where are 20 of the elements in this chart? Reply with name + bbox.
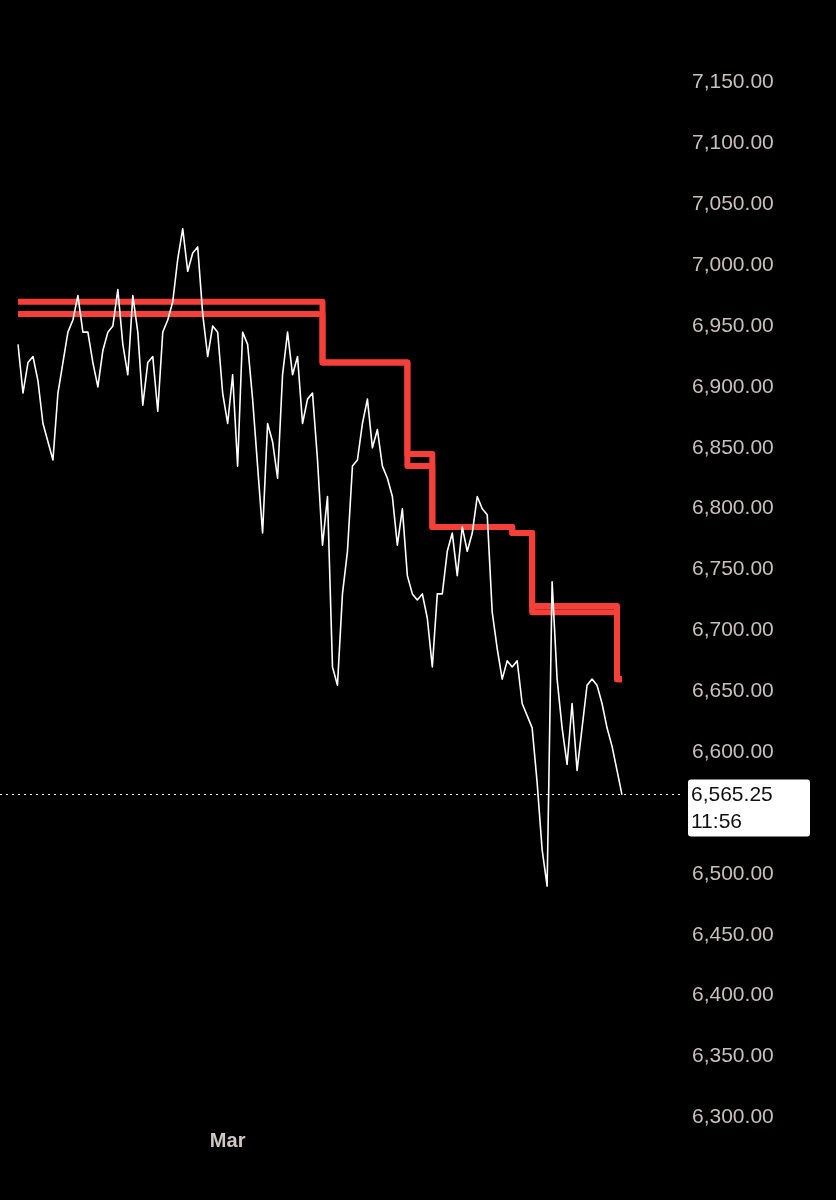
- y-tick-label: 7,150.00: [692, 69, 774, 93]
- y-tick-label: 7,100.00: [692, 130, 774, 154]
- y-tick-label: 6,850.00: [692, 434, 774, 458]
- y-tick-label: 6,750.00: [692, 556, 774, 580]
- y-tick-label: 6,650.00: [692, 678, 774, 702]
- ref-line-label: 6,565.25: [691, 782, 773, 806]
- y-tick-label: 6,800.00: [692, 495, 774, 519]
- x-tick-label: Mar: [209, 1128, 246, 1151]
- y-tick-label: 6,700.00: [692, 617, 774, 641]
- y-tick-label: 6,600.00: [692, 738, 774, 762]
- y-tick-label: 6,350.00: [692, 1043, 774, 1067]
- y-tick-label: 6,900.00: [692, 373, 774, 397]
- text: 11:56: [691, 809, 742, 833]
- y-tick-label: 7,050.00: [692, 191, 774, 215]
- y-tick-label: 6,300.00: [692, 1104, 774, 1128]
- y-tick-label: 7,000.00: [692, 252, 774, 276]
- y-tick-label: 6,450.00: [692, 921, 774, 945]
- y-tick-label: 6,400.00: [692, 982, 774, 1006]
- y-tick-label: 6,950.00: [692, 312, 774, 336]
- y-tick-label: 6,500.00: [692, 860, 774, 884]
